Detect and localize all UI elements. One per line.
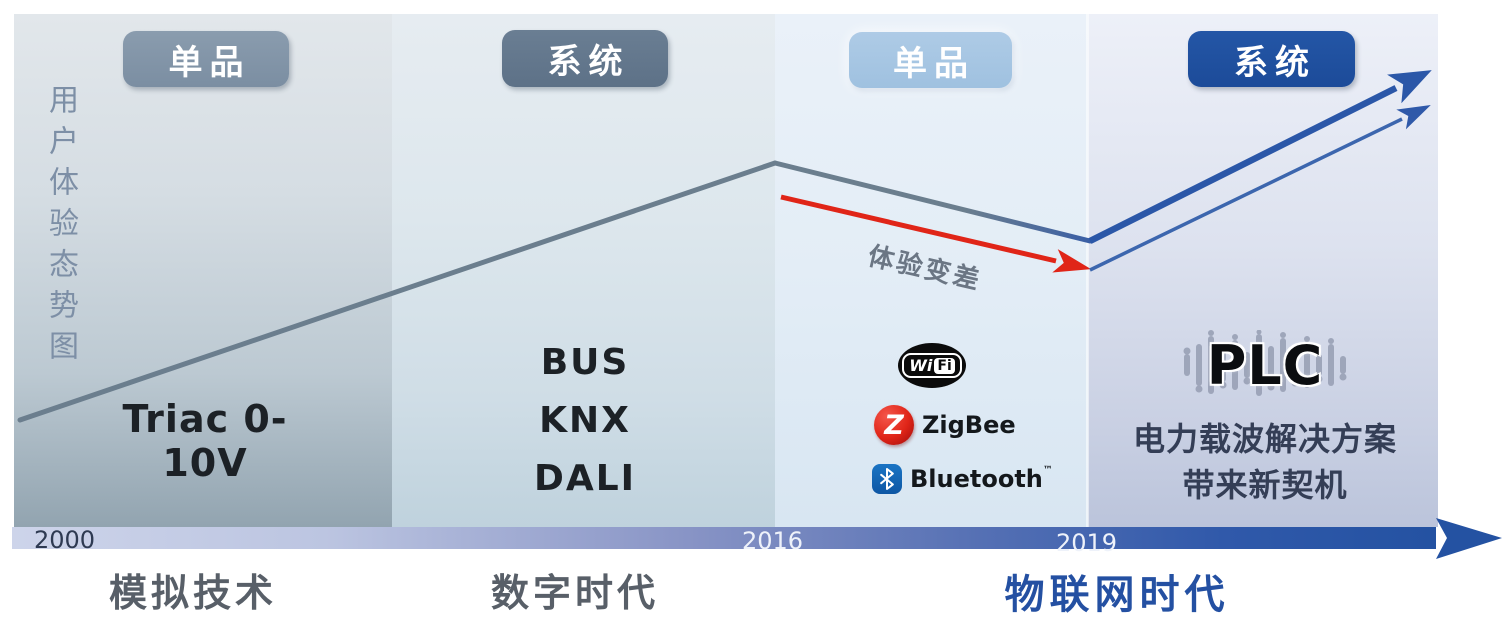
tech-dali: DALI [533,458,637,499]
plc-waveform-icon [1183,330,1347,396]
zigbee-initial: Z [884,409,904,441]
panel-iot-single-era [775,14,1088,527]
wifi-wi-text: Wi [909,356,933,375]
wifi-logo: Wi Fi [898,343,966,388]
plc-title: PLC [1206,334,1324,397]
bluetooth-logo: Bluetooth™ [872,464,1053,494]
trademark-symbol: ™ [1042,465,1053,476]
badge-label: 单品 [168,42,251,83]
bluetooth-label: Bluetooth™ [910,465,1053,493]
panel-divider [1086,14,1089,527]
panel-digital-era [392,14,775,527]
badge-single-product-2: 单品 [849,32,1012,88]
tech-bus: BUS [540,342,630,383]
wifi-fi-text: Fi [934,357,955,374]
y-axis-label: 用户体验态势图 [43,84,78,371]
era-label-analog: 模拟技术 [108,571,277,615]
year-2019: 2019 [1056,529,1118,557]
badge-single-product-1: 单品 [123,31,289,87]
bluetooth-icon [872,464,902,494]
timeline-arrowhead [1436,518,1502,559]
plc-description-line2: 带来新契机 [1182,466,1348,504]
plc-description-line1: 电力载波解决方案 [1132,420,1397,458]
badge-system-1: 系统 [502,30,668,87]
era-label-digital: 数字时代 [490,571,659,615]
zigbee-logo: Z ZigBee [874,405,1016,445]
wifi-icon: Wi Fi [898,343,966,388]
year-2016: 2016 [742,527,804,555]
zigbee-icon: Z [874,405,914,445]
year-2000: 2000 [34,526,96,554]
era-label-iot: 物联网时代 [1004,572,1230,618]
badge-label: 系统 [547,42,630,82]
zigbee-label: ZigBee [922,411,1016,439]
timeline-bar [12,527,1436,549]
badge-label: 系统 [1234,42,1316,83]
badge-label: 单品 [893,43,975,84]
badge-system-2: 系统 [1188,31,1355,87]
tech-triac: Triac 0-10V [122,397,288,485]
tech-knx: KNX [539,400,631,441]
